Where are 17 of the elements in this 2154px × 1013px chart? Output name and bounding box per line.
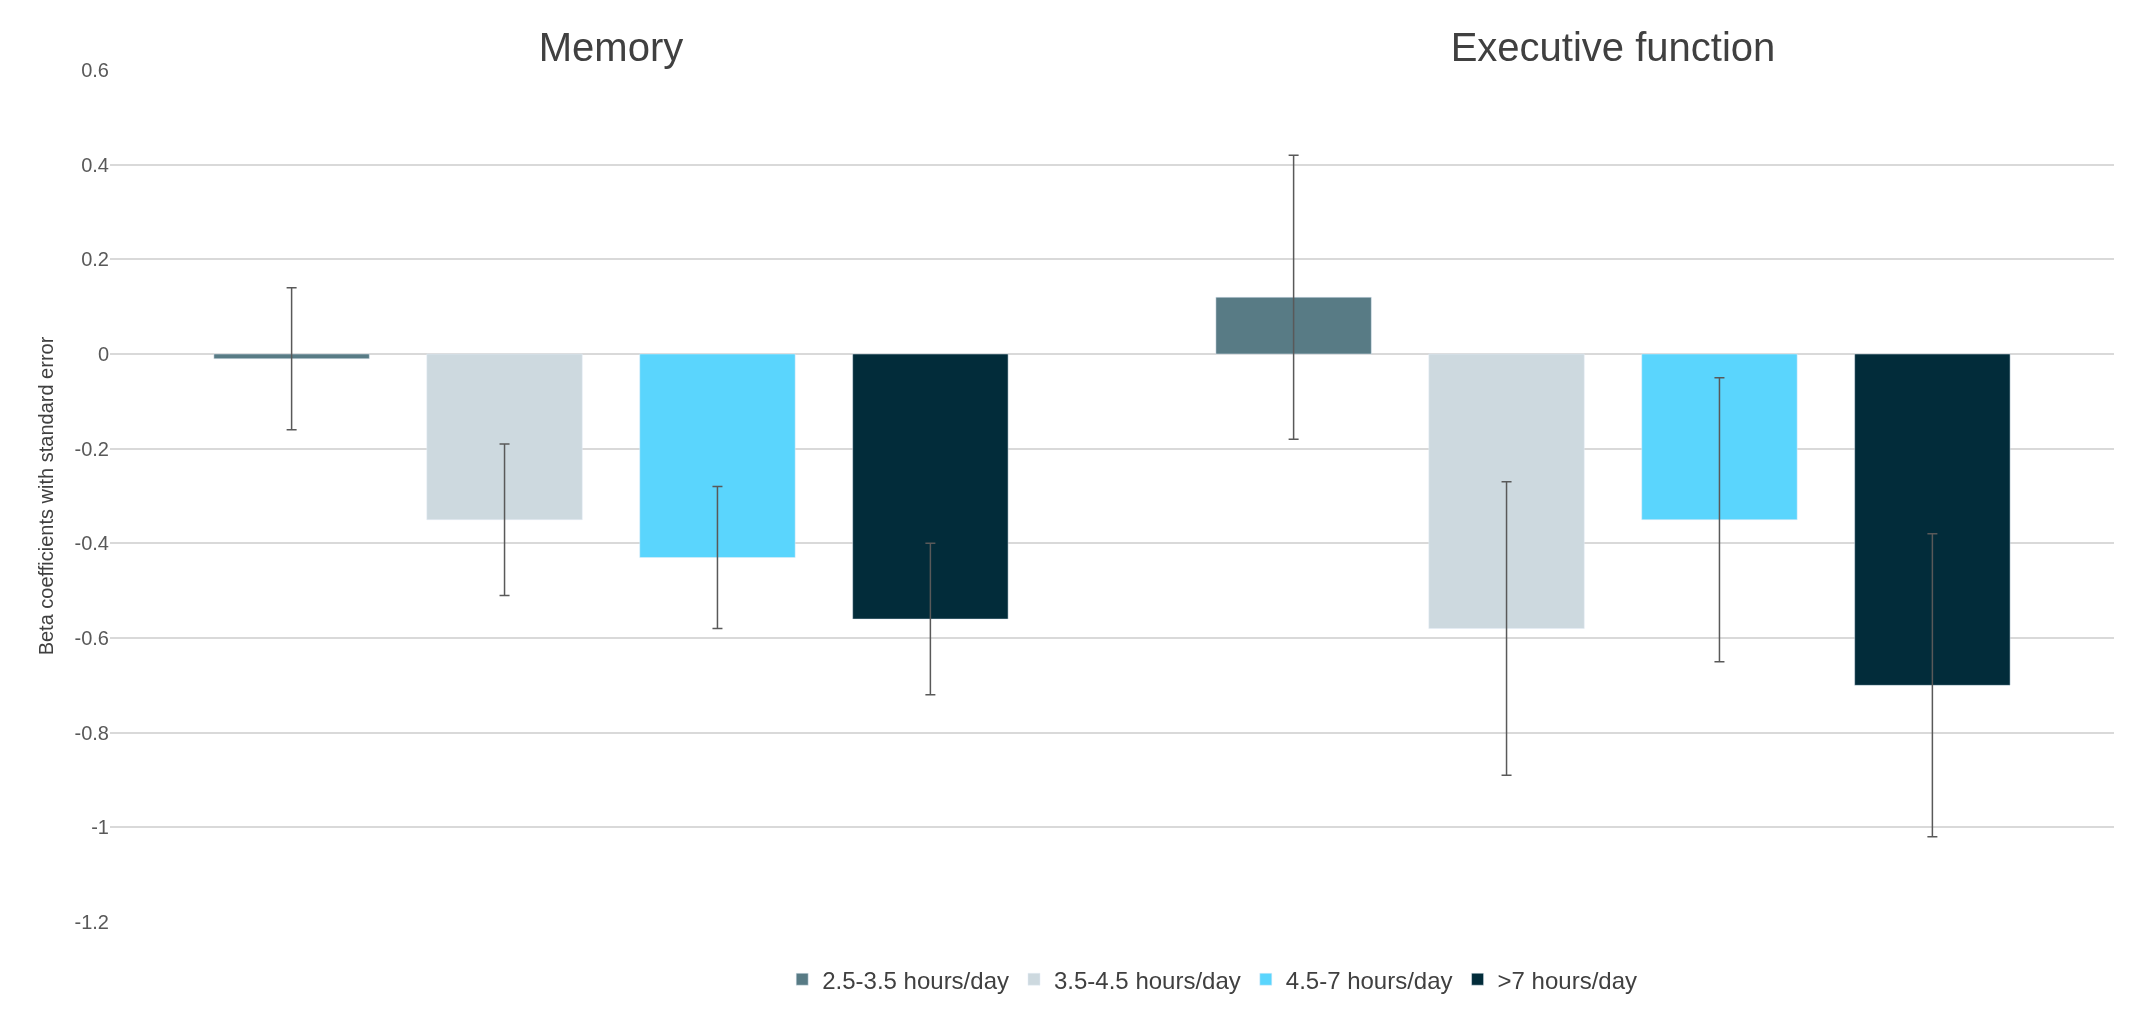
- x-tick-label: Memory: [538, 25, 684, 69]
- y-tick-label: 0.4: [81, 153, 109, 176]
- legend-label: 4.5-7 hours/day: [1285, 966, 1453, 994]
- y-axis-title: Beta coefficients with standard error: [35, 336, 58, 656]
- y-tick-label: -0.2: [74, 437, 109, 460]
- y-tick-label: -0.8: [74, 721, 109, 744]
- y-tick-label: -0.4: [74, 532, 109, 555]
- y-tick-label: 0.6: [81, 59, 109, 81]
- legend-label: 3.5-4.5 hours/day: [1054, 966, 1241, 994]
- y-tick-label: -1: [91, 816, 109, 839]
- legend-label: 2.5-3.5 hours/day: [822, 966, 1009, 994]
- y-tick-label: -1.2: [74, 911, 109, 933]
- y-tick-label: 0.2: [81, 248, 109, 271]
- y-tick-label: -0.6: [74, 627, 109, 649]
- x-tick-label: Executive function: [1450, 25, 1776, 69]
- y-tick-label: 0: [97, 343, 109, 365]
- legend-label: >7 hours/day: [1497, 966, 1638, 994]
